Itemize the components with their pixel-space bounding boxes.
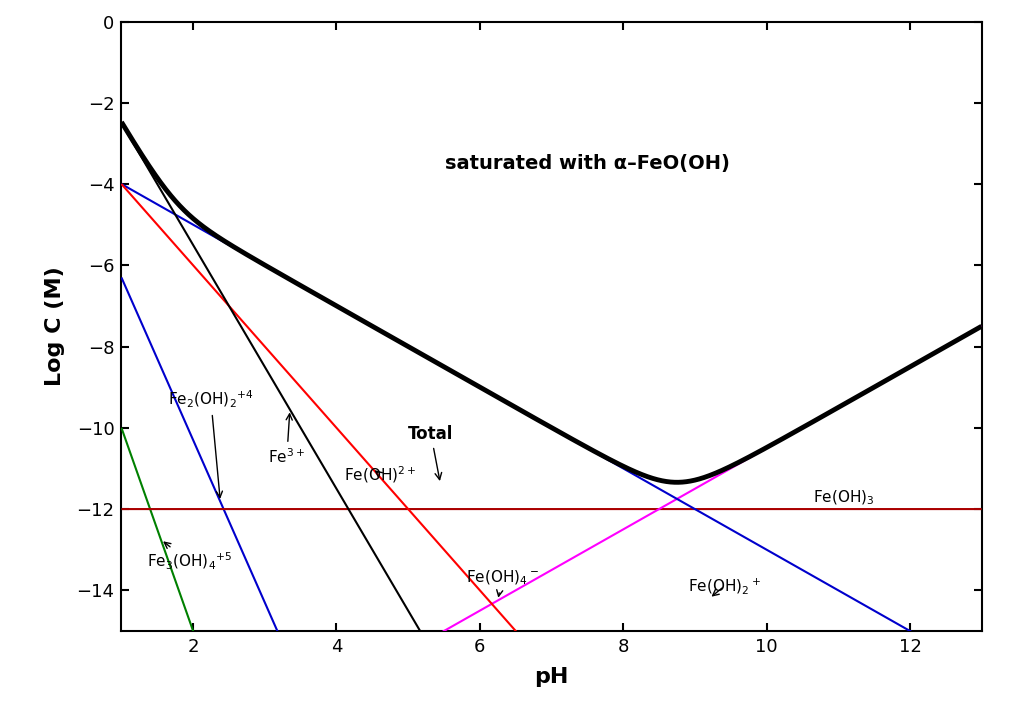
Text: Fe$_2$(OH)$_2$$^{+4}$: Fe$_2$(OH)$_2$$^{+4}$ [168, 389, 254, 498]
Y-axis label: Log C (M): Log C (M) [45, 266, 66, 386]
Text: saturated with α–FeO(OH): saturated with α–FeO(OH) [445, 154, 729, 174]
X-axis label: pH: pH [534, 667, 568, 687]
Text: Fe(OH)$^{2+}$: Fe(OH)$^{2+}$ [344, 464, 416, 485]
Text: Fe(OH)$_4$$^-$: Fe(OH)$_4$$^-$ [465, 569, 538, 597]
Text: Fe$^{3+}$: Fe$^{3+}$ [268, 414, 305, 465]
Text: Fe$_3$(OH)$_4$$^{+5}$: Fe$_3$(OH)$_4$$^{+5}$ [147, 542, 232, 572]
Text: Fe(OH)$_3$: Fe(OH)$_3$ [813, 488, 874, 507]
Text: Total: Total [407, 425, 453, 480]
Text: Fe(OH)$_2$$^+$: Fe(OH)$_2$$^+$ [687, 576, 760, 596]
